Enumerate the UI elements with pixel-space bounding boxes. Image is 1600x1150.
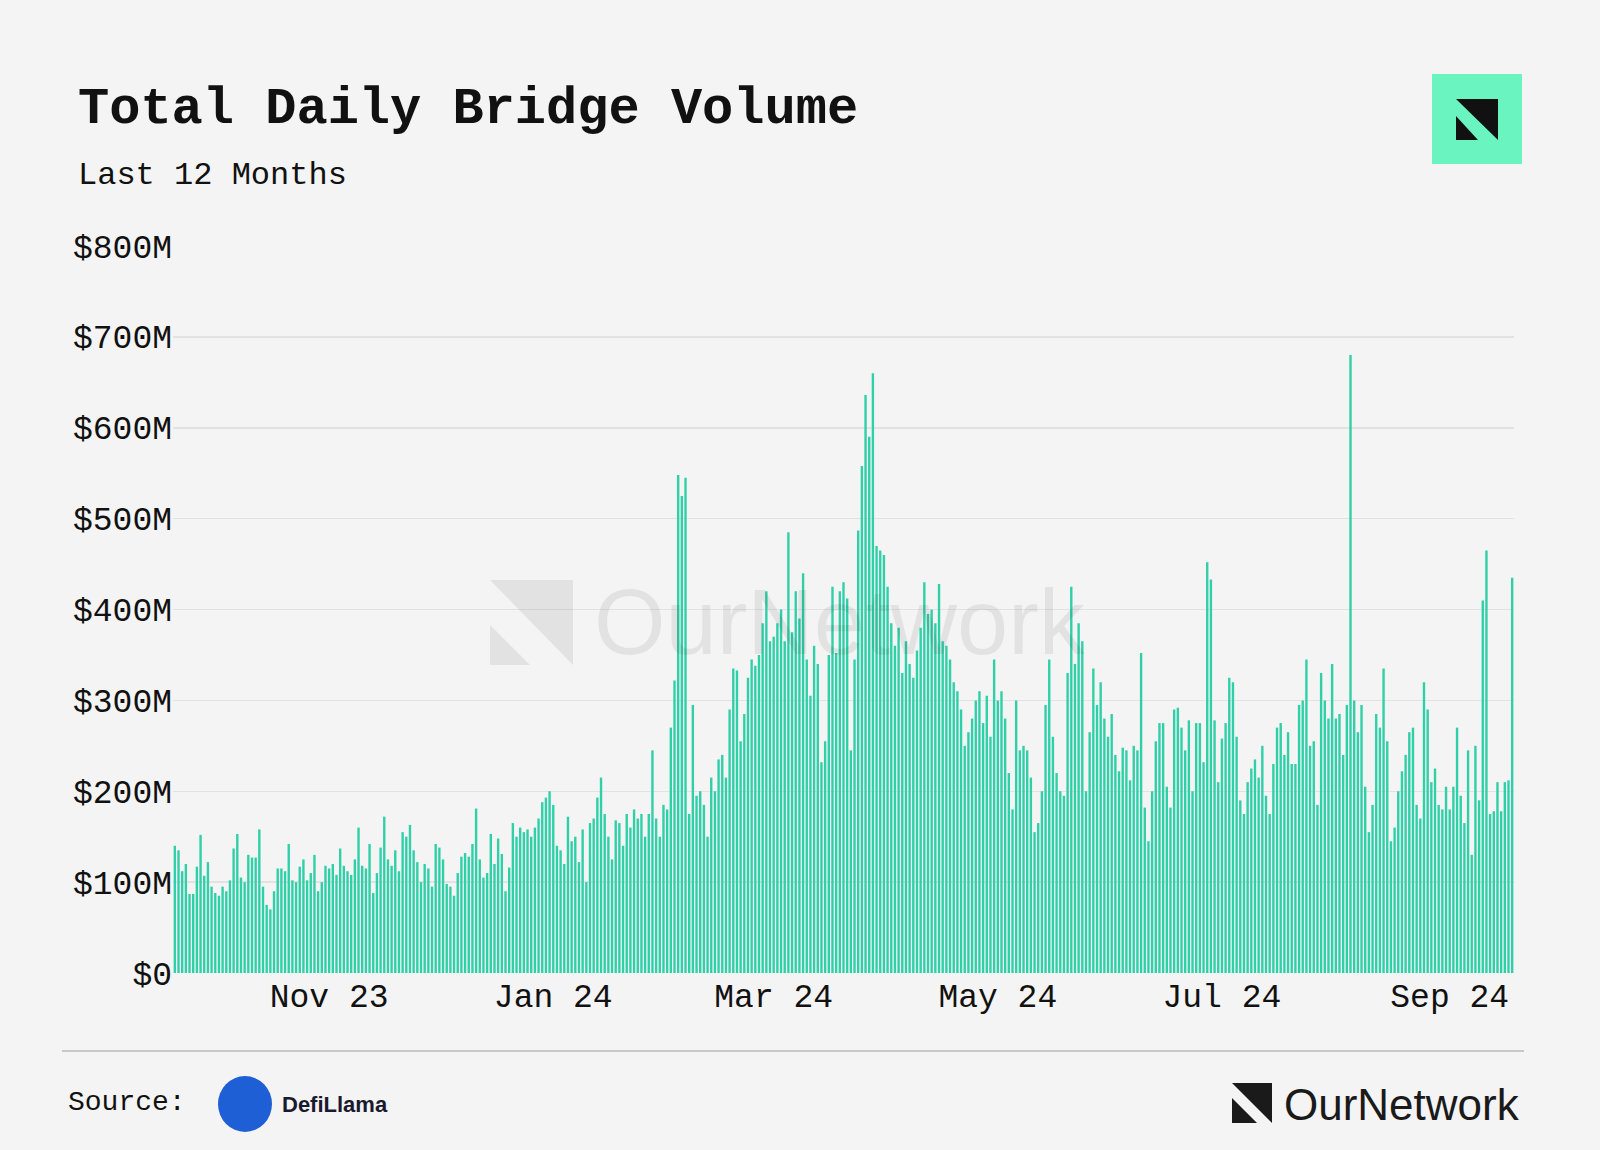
- svg-text:$300M: $300M: [73, 685, 172, 722]
- svg-text:$600M: $600M: [73, 412, 172, 449]
- svg-text:Sep 24: Sep 24: [1390, 980, 1509, 1017]
- svg-text:$200M: $200M: [73, 776, 172, 813]
- svg-text:Jan 24: Jan 24: [494, 980, 613, 1017]
- svg-text:OurNetwork: OurNetwork: [1284, 1080, 1520, 1129]
- svg-text:Nov 23: Nov 23: [270, 980, 389, 1017]
- svg-text:May 24: May 24: [938, 980, 1057, 1017]
- svg-text:$800M: $800M: [73, 231, 172, 268]
- svg-text:DefiLlama: DefiLlama: [282, 1092, 388, 1117]
- svg-text:$700M: $700M: [73, 321, 172, 358]
- svg-text:$100M: $100M: [73, 867, 172, 904]
- svg-text:$500M: $500M: [73, 503, 172, 540]
- svg-text:Source:: Source:: [68, 1087, 186, 1118]
- svg-text:Last 12 Months: Last 12 Months: [78, 157, 347, 194]
- svg-text:Mar 24: Mar 24: [714, 980, 833, 1017]
- svg-text:Jul 24: Jul 24: [1163, 980, 1282, 1017]
- svg-text:$400M: $400M: [73, 594, 172, 631]
- svg-text:OurNetwork: OurNetwork: [594, 571, 1086, 673]
- svg-text:$0: $0: [132, 958, 172, 995]
- svg-text:Total Daily Bridge Volume: Total Daily Bridge Volume: [78, 80, 858, 139]
